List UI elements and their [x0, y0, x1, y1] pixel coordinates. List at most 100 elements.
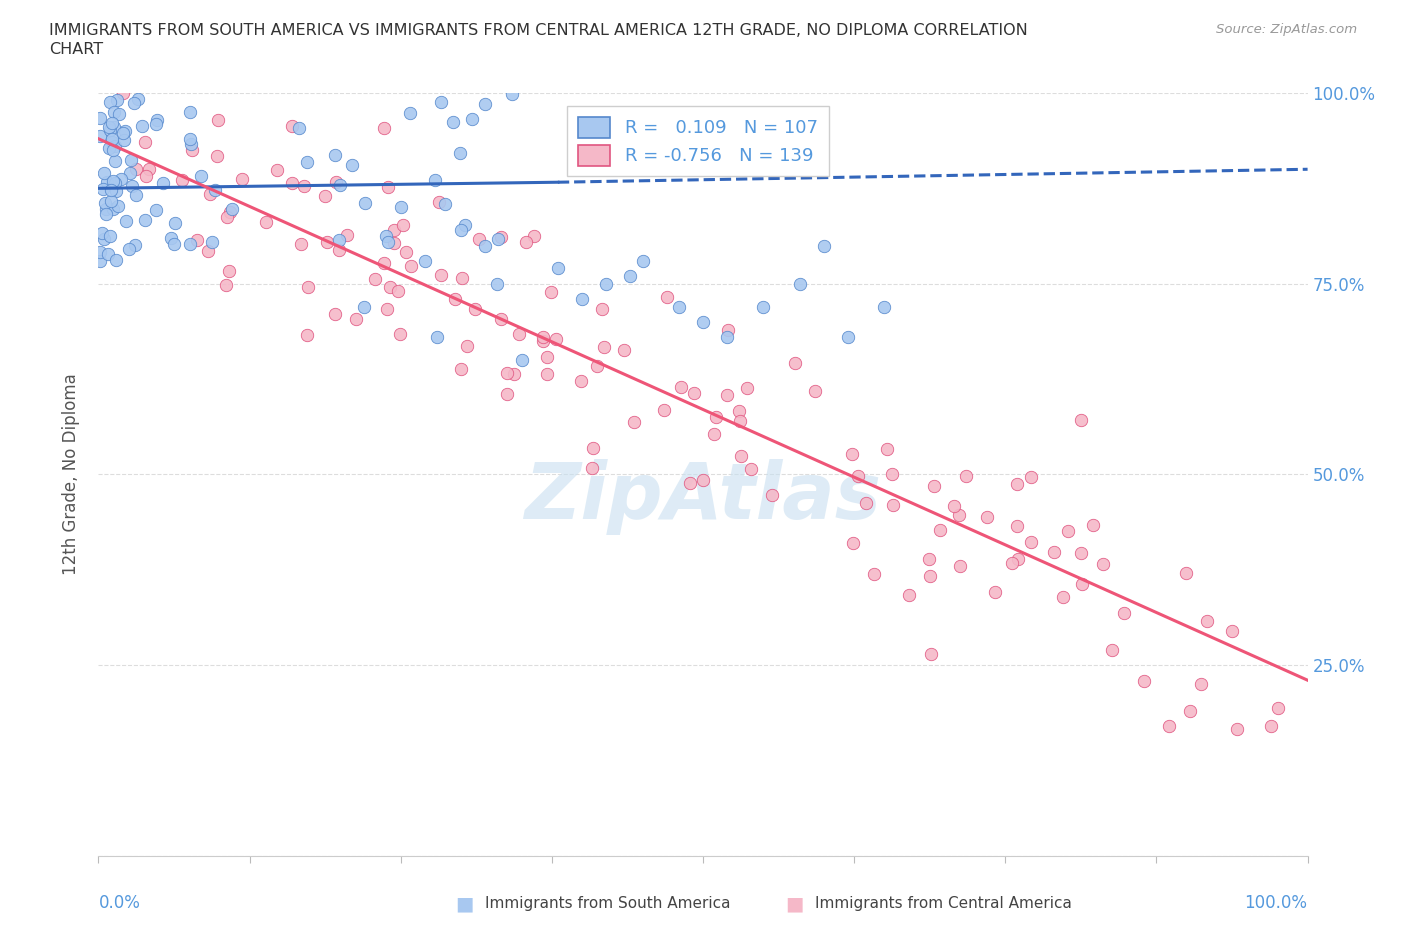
- Point: [922, 478, 945, 493]
- Point: [103, 143, 125, 158]
- Point: [1195, 614, 1218, 629]
- Point: [186, 232, 208, 247]
- Point: [942, 498, 965, 513]
- Point: [593, 339, 616, 354]
- Point: [427, 194, 450, 209]
- Point: [384, 222, 406, 237]
- Point: [571, 291, 593, 306]
- Point: [1220, 624, 1243, 639]
- Point: [531, 334, 554, 349]
- Point: [377, 234, 399, 249]
- Point: [97, 120, 120, 135]
- Point: [165, 215, 187, 230]
- Point: [145, 117, 167, 132]
- Point: [336, 228, 359, 243]
- Point: [93, 166, 115, 180]
- Point: [325, 174, 347, 189]
- Point: [323, 307, 346, 322]
- Point: [581, 460, 603, 475]
- Point: [103, 120, 125, 135]
- Point: [623, 414, 645, 429]
- Point: [631, 253, 654, 268]
- Point: [728, 413, 751, 428]
- Point: [111, 86, 134, 100]
- Point: [89, 245, 111, 259]
- Point: [104, 153, 127, 168]
- Point: [496, 386, 519, 401]
- Point: [112, 133, 135, 148]
- Point: [547, 261, 569, 276]
- Point: [456, 339, 478, 353]
- Point: [706, 409, 728, 424]
- Point: [1101, 643, 1123, 658]
- Point: [873, 299, 896, 314]
- Point: [433, 196, 456, 211]
- Point: [613, 342, 636, 357]
- Text: IMMIGRANTS FROM SOUTH AMERICA VS IMMIGRANTS FROM CENTRAL AMERICA 12TH GRADE, NO : IMMIGRANTS FROM SOUTH AMERICA VS IMMIGRA…: [49, 23, 1028, 38]
- Point: [1052, 590, 1074, 604]
- Point: [190, 168, 212, 183]
- Point: [692, 314, 714, 329]
- Point: [121, 179, 143, 193]
- Point: [918, 568, 941, 583]
- Point: [918, 551, 941, 566]
- Point: [266, 163, 288, 178]
- Point: [955, 468, 977, 483]
- Point: [717, 323, 740, 338]
- Point: [364, 272, 387, 286]
- Point: [1133, 673, 1156, 688]
- Point: [862, 566, 884, 581]
- Point: [125, 162, 148, 177]
- Point: [387, 284, 409, 299]
- Point: [426, 329, 449, 344]
- Point: [323, 148, 346, 163]
- Point: [413, 253, 436, 268]
- Point: [290, 236, 312, 251]
- Point: [179, 236, 201, 251]
- Point: [295, 327, 318, 342]
- Point: [215, 278, 238, 293]
- Point: [669, 379, 692, 394]
- Point: [920, 647, 942, 662]
- Point: [451, 271, 474, 286]
- Point: [118, 242, 141, 257]
- Point: [179, 132, 201, 147]
- Y-axis label: 12th Grade, No Diploma: 12th Grade, No Diploma: [62, 374, 80, 575]
- Point: [503, 366, 526, 381]
- Point: [430, 268, 453, 283]
- Point: [138, 161, 160, 176]
- Point: [429, 95, 451, 110]
- Point: [1019, 534, 1042, 549]
- Point: [105, 93, 128, 108]
- Point: [1092, 556, 1115, 571]
- Point: [848, 469, 870, 484]
- Point: [682, 386, 704, 401]
- Point: [180, 137, 202, 152]
- Point: [297, 279, 319, 294]
- Point: [316, 234, 339, 249]
- Point: [508, 326, 530, 341]
- Point: [221, 201, 243, 216]
- Point: [160, 231, 183, 246]
- Point: [398, 106, 420, 121]
- Point: [536, 366, 558, 381]
- Point: [152, 176, 174, 191]
- Point: [134, 213, 156, 228]
- Point: [449, 145, 471, 160]
- Point: [125, 188, 148, 203]
- Point: [464, 302, 486, 317]
- Point: [101, 134, 124, 149]
- Point: [101, 115, 124, 130]
- Text: ■: ■: [785, 895, 804, 913]
- Point: [328, 232, 350, 247]
- Point: [1260, 719, 1282, 734]
- Point: [450, 223, 472, 238]
- Point: [949, 559, 972, 574]
- Text: Immigrants from South America: Immigrants from South America: [485, 897, 731, 911]
- Point: [314, 189, 336, 204]
- Point: [378, 280, 401, 295]
- Text: ZipAtlas: ZipAtlas: [524, 459, 882, 535]
- Point: [91, 181, 114, 196]
- Point: [340, 158, 363, 173]
- Point: [127, 91, 149, 106]
